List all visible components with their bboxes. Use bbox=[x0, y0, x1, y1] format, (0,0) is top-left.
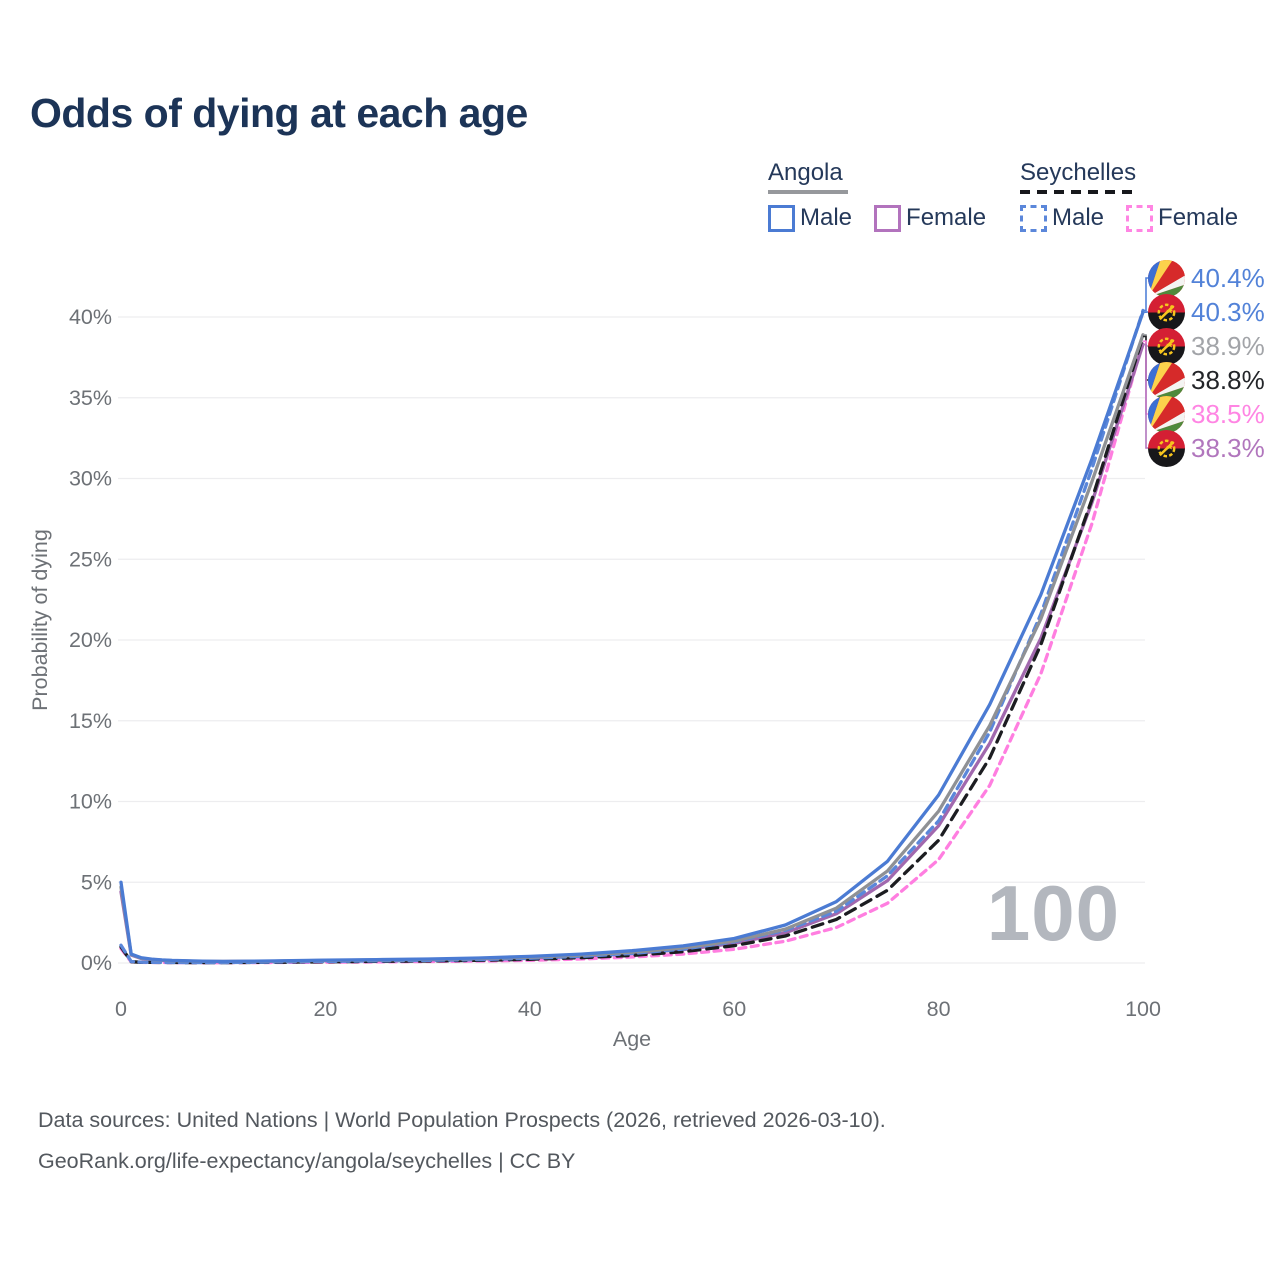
angola-flag-icon bbox=[1148, 429, 1185, 467]
end-label-angola-male: 40.3% bbox=[1148, 293, 1265, 331]
legend-item-label: Male bbox=[800, 204, 853, 231]
age-watermark: 100 bbox=[986, 869, 1120, 957]
legend-swatch-angola-female bbox=[874, 204, 902, 232]
legend-swatch-seychelles-male bbox=[1020, 204, 1047, 232]
end-label-angola-female: 38.3% bbox=[1148, 429, 1265, 467]
legend-swatch-angola-male bbox=[768, 204, 795, 232]
y-tick-label: 25% bbox=[69, 547, 112, 571]
seychelles-flag-icon bbox=[1148, 395, 1185, 433]
end-value-text: 38.3% bbox=[1191, 432, 1265, 463]
attribution-url-text: GeoRank.org/life-expectancy/angola/seych… bbox=[38, 1149, 576, 1173]
data-sources-text: Data sources: United Nations | World Pop… bbox=[38, 1108, 886, 1132]
angola-flag-icon bbox=[1148, 293, 1185, 331]
x-tick-label: 80 bbox=[927, 997, 951, 1021]
series-line-seychelles-both bbox=[119, 334, 1145, 965]
x-axis-title: Age bbox=[613, 1027, 651, 1051]
legend-item-label: Male bbox=[1052, 204, 1105, 231]
y-tick-label: 5% bbox=[81, 870, 112, 894]
y-tick-label: 10% bbox=[69, 790, 112, 814]
y-axis-title: Probability of dying bbox=[28, 529, 52, 711]
y-tick-label: 20% bbox=[69, 628, 112, 652]
x-tick-label: 40 bbox=[518, 997, 542, 1021]
y-tick-label: 15% bbox=[69, 709, 112, 733]
series-line-seychelles-male bbox=[119, 308, 1145, 965]
legend-item-label: Female bbox=[1158, 204, 1239, 231]
end-value-text: 40.4% bbox=[1191, 262, 1265, 293]
legend-group-label-angola: Angola bbox=[768, 159, 843, 186]
end-value-text: 38.5% bbox=[1191, 398, 1265, 429]
legend-item-label: Female bbox=[906, 204, 987, 231]
end-value-text: 38.8% bbox=[1191, 364, 1265, 395]
x-tick-label: 20 bbox=[313, 997, 337, 1021]
legend-item-angola-male[interactable]: Male bbox=[768, 204, 852, 232]
legend-group-seychelles: Seychelles Male Female bbox=[1020, 160, 1238, 232]
x-tick-label: 0 bbox=[115, 997, 127, 1021]
legend-item-seychelles-male[interactable]: Male bbox=[1020, 204, 1104, 232]
seychelles-flag-icon bbox=[1148, 361, 1185, 399]
end-value-text: 40.3% bbox=[1191, 296, 1265, 327]
legend-linestyle-seychelles bbox=[1020, 190, 1138, 194]
y-tick-label: 40% bbox=[69, 305, 112, 329]
y-tick-label: 35% bbox=[69, 386, 112, 410]
legend-linestyle-angola bbox=[768, 190, 848, 194]
series-line-angola-male bbox=[119, 310, 1145, 964]
y-tick-label: 30% bbox=[69, 467, 112, 491]
end-label-seychelles-male: 40.4% bbox=[1148, 259, 1265, 297]
end-label-seychelles-both: 38.8% bbox=[1148, 361, 1265, 399]
legend-group-label-seychelles: Seychelles bbox=[1020, 159, 1137, 186]
x-tick-label: 100 bbox=[1125, 997, 1161, 1021]
legend-item-angola-female[interactable]: Female bbox=[874, 204, 986, 232]
angola-flag-icon bbox=[1148, 327, 1185, 365]
legend-item-seychelles-female[interactable]: Female bbox=[1126, 204, 1238, 232]
end-label-seychelles-female: 38.5% bbox=[1148, 395, 1265, 433]
legend-group-angola: Angola Male Female bbox=[768, 160, 986, 232]
chart-title: Odds of dying at each age bbox=[30, 90, 528, 136]
y-tick-label: 0% bbox=[81, 951, 112, 975]
end-value-text: 38.9% bbox=[1191, 330, 1265, 361]
x-tick-label: 60 bbox=[722, 997, 746, 1021]
legend-swatch-seychelles-female bbox=[1126, 204, 1154, 232]
end-label-angola-both: 38.9% bbox=[1148, 327, 1265, 365]
seychelles-flag-icon bbox=[1148, 259, 1185, 297]
series-line-seychelles-female bbox=[119, 339, 1145, 965]
